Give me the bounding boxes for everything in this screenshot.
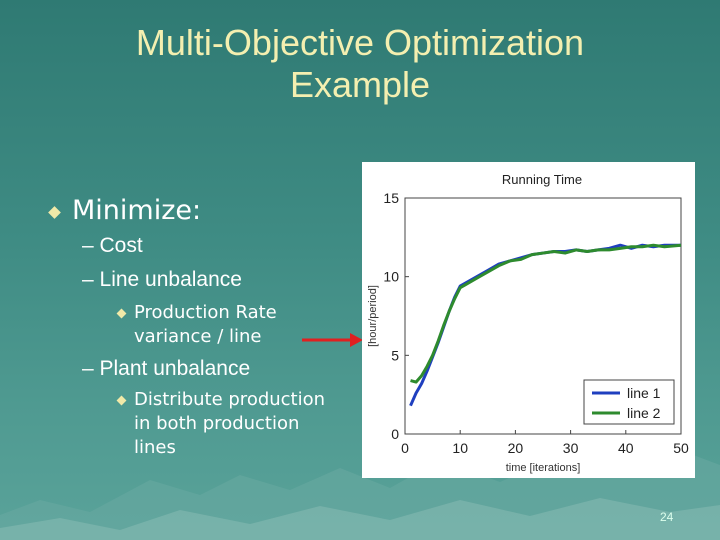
bullet-production-rate-2: variance / line [134,326,262,347]
chart-title: Running Time [502,172,582,187]
bullet-diamond-icon [48,206,61,219]
y-tick-label: 0 [391,426,399,442]
chart-legend: line 1 line 2 [583,379,675,425]
x-axis-label: time [iterations] [506,462,581,474]
x-tick-label: 0 [401,440,409,456]
running-time-chart: Running Time 0 10 20 30 40 50 0 5 10 15 time [ite… [362,162,695,478]
sub-bullet-diamond-icon [116,395,127,406]
bullet-cost: – Cost [82,234,143,257]
x-tick-label: 30 [563,440,579,456]
y-tick-label: 15 [383,190,399,206]
bullet-minimize: Minimize: [72,195,202,226]
x-tick-label: 10 [452,440,468,456]
slide-title: Multi-Objective Optimization Example [0,22,720,106]
bullet-distribute-1: Distribute production [134,389,326,410]
page-number: 24 [660,510,674,524]
y-tick-label: 10 [383,269,399,285]
series-lines [409,243,682,407]
legend-line-1-label: line 1 [627,385,661,401]
x-tick-label: 40 [618,440,634,456]
y-tick-label: 5 [391,347,399,363]
bullet-distribute-2: in both production [134,413,300,434]
title-line-2: Example [289,64,431,105]
sub-bullet-diamond-icon [116,308,127,319]
legend-box [583,379,675,425]
x-tick-label: 50 [673,440,689,456]
y-axis-label: [hour/period] [367,285,379,347]
bullet-line-unbalance: – Line unbalance [82,268,242,291]
chart-svg: Running Time 0 10 20 30 40 50 0 5 10 15 time [ite… [367,172,689,474]
x-tick-label: 20 [508,440,524,456]
series-line-2 [410,243,682,384]
bullet-plant-unbalance: – Plant unbalance [82,357,251,380]
plot-frame [404,197,682,435]
red-arrow-icon [302,333,363,347]
legend-line-2-label: line 2 [627,405,661,421]
title-line-1: Multi-Objective Optimization [135,22,585,63]
bullet-distribute-3: lines [134,437,176,458]
bullet-production-rate-1: Production Rate [134,302,277,323]
bullet-list: Minimize: – Cost – Line unbalance Produc… [48,195,326,458]
axis-ticks: 0 10 20 30 40 50 0 5 10 15 [383,190,689,456]
